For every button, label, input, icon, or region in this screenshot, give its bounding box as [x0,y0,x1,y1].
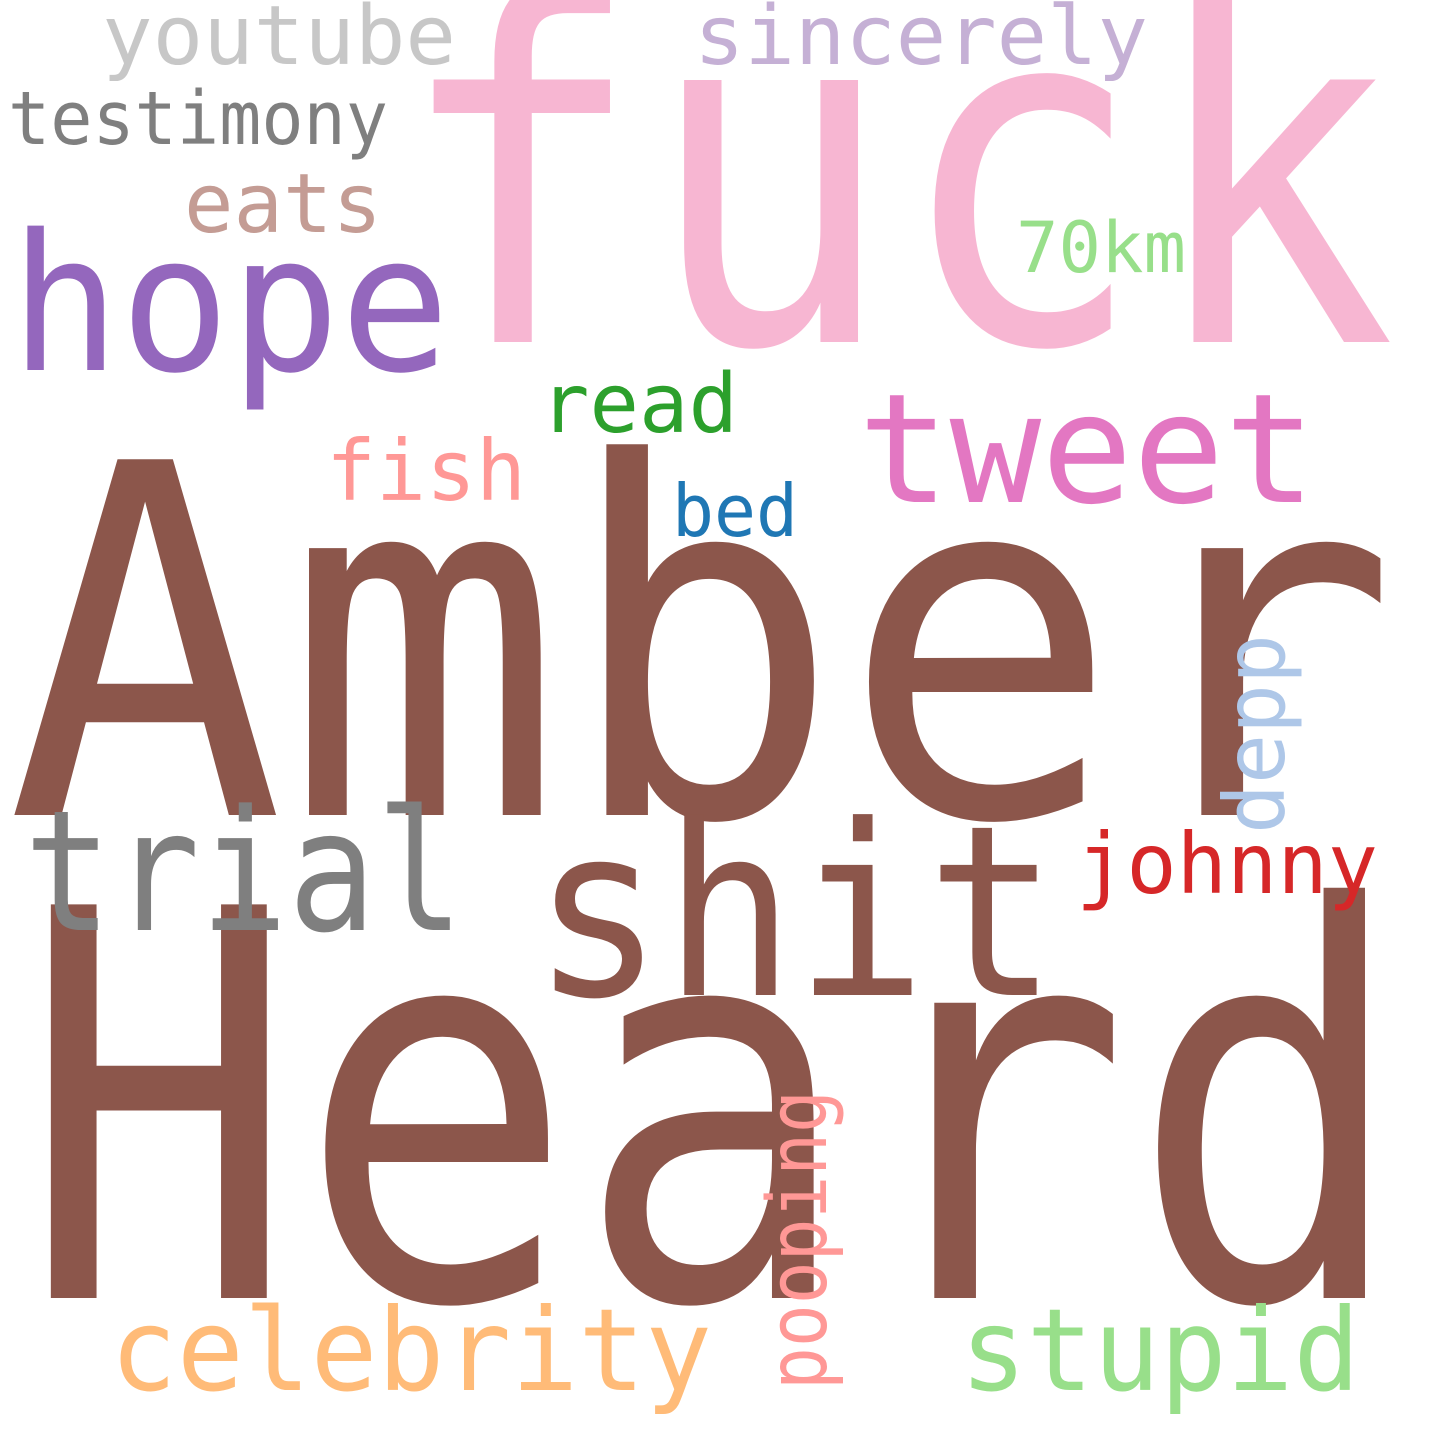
word-pooping: pooping [751,1090,846,1390]
word-read: read [540,357,738,452]
word-amber: Amber [6,363,1398,931]
word-trial: trial [24,774,464,970]
word-youtube: youtube [102,0,456,84]
word-testimony: testimony [8,76,388,162]
word-johnny: johnny [1076,815,1378,913]
word-bed: bed [672,469,798,553]
word-shit: shit [532,775,1058,1052]
word-70km: 70km [1016,207,1186,289]
word-eats: eats [184,157,382,252]
word-fuck: fuck [394,0,1396,456]
word-hope: hope [10,194,450,415]
word-stupid: stupid [960,1284,1360,1417]
word-celebrity: celebrity [110,1284,712,1417]
word-sincerely: sincerely [694,0,1148,84]
word-depp: depp [1206,634,1304,834]
word-heard: Heard [20,798,1408,1426]
word-tweet: tweet [858,361,1316,538]
word-fish: fish [326,422,526,520]
